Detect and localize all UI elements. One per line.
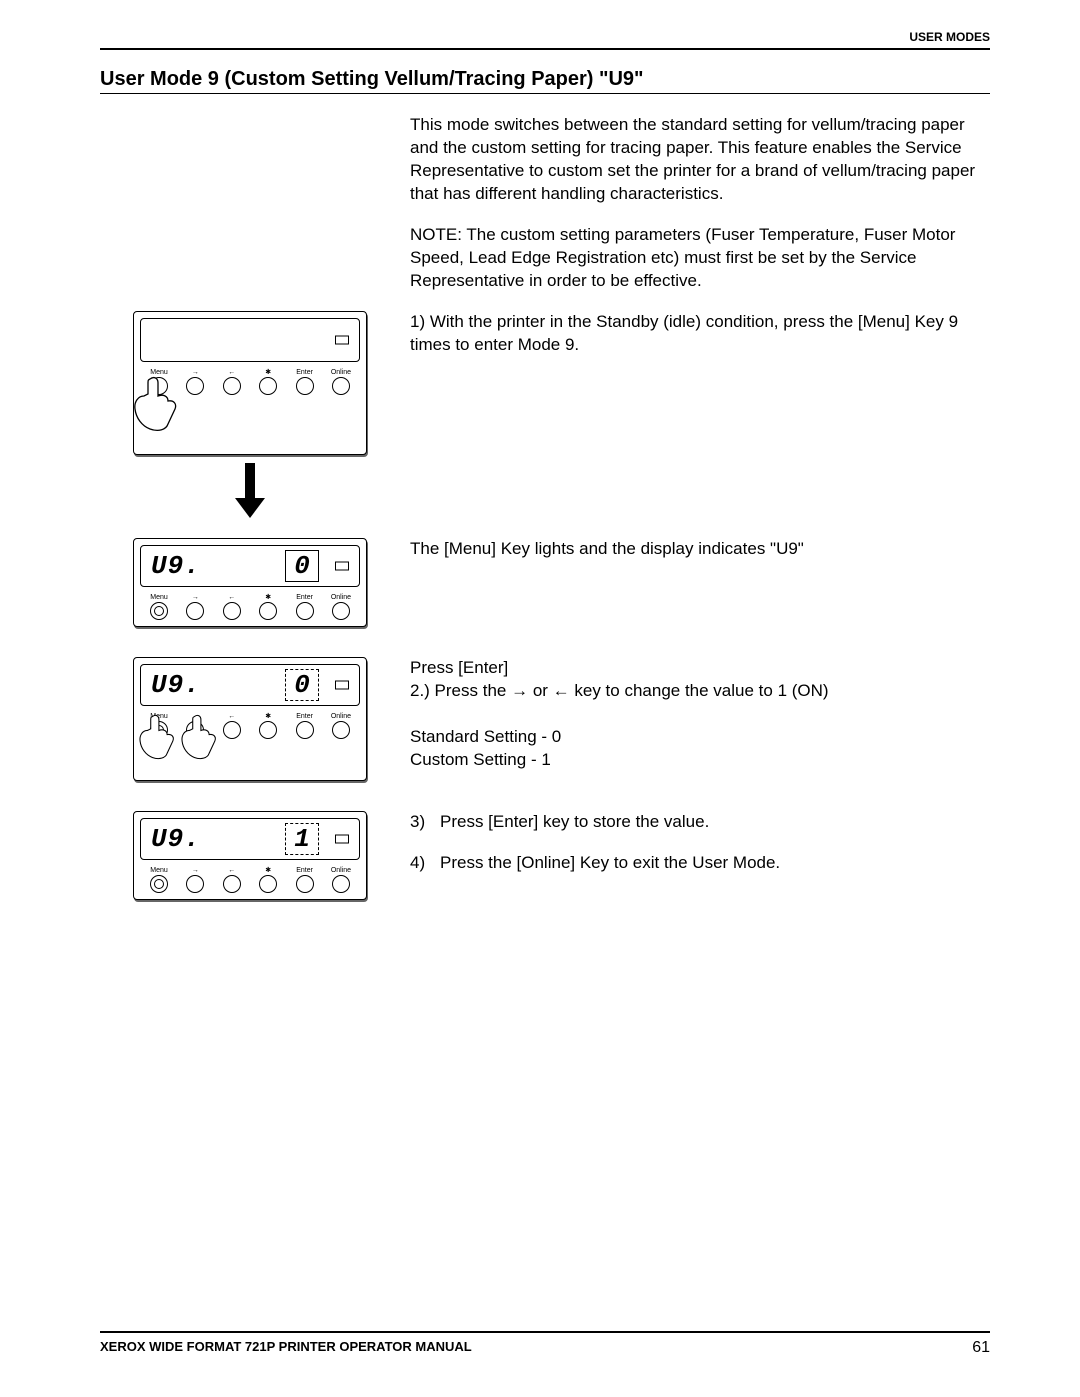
btn-right-label: → <box>192 593 199 602</box>
panel-figure-3: U9. 0 Menu → ← ✱ Enter Online <box>133 657 367 781</box>
step-3-line-d: Custom Setting - 1 <box>410 749 990 772</box>
btn-enter-label: Enter <box>296 593 313 602</box>
lcd-u9: U9. <box>141 551 201 581</box>
btn-star <box>259 602 277 620</box>
down-arrow-icon <box>235 463 265 518</box>
step-1-row: Menu → ← ✱ Enter Online 1) With the prin… <box>100 311 990 518</box>
btn-enter <box>296 377 314 395</box>
btn-left-label: ← <box>228 368 235 377</box>
btn-enter-label: Enter <box>296 368 313 377</box>
lcd-value-0: 0 <box>285 550 319 582</box>
btn-online <box>332 721 350 739</box>
btn-enter-label: Enter <box>296 712 313 721</box>
step-4-number: 3) <box>410 811 440 834</box>
btn-star-label: ✱ <box>265 712 271 721</box>
btn-online-label: Online <box>331 712 351 721</box>
footer-title: XEROX WIDE FORMAT 721P PRINTER OPERATOR … <box>100 1339 472 1357</box>
btn-enter <box>296 875 314 893</box>
step-1-text: 1) With the printer in the Standby (idle… <box>400 311 990 357</box>
panel-figure-2: U9. 0 Menu → ← ✱ Enter Online <box>133 538 367 627</box>
btn-star <box>259 721 277 739</box>
step-5-text: Press the [Online] Key to exit the User … <box>440 852 780 875</box>
btn-menu-lit <box>150 875 168 893</box>
intro-paragraph-1: This mode switches between the standard … <box>410 114 990 206</box>
btn-left <box>223 875 241 893</box>
indicator-rect <box>335 680 349 689</box>
panel-buttons: Menu → ← ✱ Enter Online <box>140 862 360 893</box>
step-3-row: U9. 0 Menu → ← ✱ Enter Online <box>100 657 990 781</box>
btn-online-label: Online <box>331 368 351 377</box>
btn-menu-label: Menu <box>150 866 168 875</box>
btn-enter <box>296 721 314 739</box>
btn-right <box>186 875 204 893</box>
step-3-line-b: 2.) Press the → or ← key to change the v… <box>410 680 990 703</box>
page-footer: XEROX WIDE FORMAT 721P PRINTER OPERATOR … <box>100 1331 990 1357</box>
btn-star-label: ✱ <box>265 593 271 602</box>
hand-icon-left <box>136 712 181 762</box>
step-3-line-a: Press [Enter] <box>410 657 990 680</box>
btn-online-label: Online <box>331 593 351 602</box>
btn-online <box>332 377 350 395</box>
btn-left <box>223 377 241 395</box>
btn-menu-label: Menu <box>150 593 168 602</box>
lcd-value-0-dashed: 0 <box>285 669 319 701</box>
section-title: User Mode 9 (Custom Setting Vellum/Traci… <box>100 68 990 94</box>
hand-icon <box>130 374 185 434</box>
panel-figure-4: U9. 1 Menu → ← ✱ Enter Online <box>133 811 367 900</box>
btn-right-label: → <box>192 368 199 377</box>
btn-star-label: ✱ <box>265 368 271 377</box>
lcd-u9: U9. <box>141 670 201 700</box>
btn-menu-lit <box>150 602 168 620</box>
step-2-row: U9. 0 Menu → ← ✱ Enter Online The [Menu]… <box>100 538 990 627</box>
hand-icon-right <box>178 712 223 762</box>
top-rule <box>100 48 990 50</box>
step-5-number: 4) <box>410 852 440 875</box>
btn-star-label: ✱ <box>265 866 271 875</box>
btn-enter <box>296 602 314 620</box>
btn-right-label: → <box>192 866 199 875</box>
lcd-value-1-dashed: 1 <box>285 823 319 855</box>
btn-enter-label: Enter <box>296 866 313 875</box>
step-3-line-c: Standard Setting - 0 <box>410 726 990 749</box>
btn-left-label: ← <box>228 593 235 602</box>
btn-left <box>223 602 241 620</box>
indicator-rect <box>335 335 349 344</box>
step-4-text: Press [Enter] key to store the value. <box>440 811 709 834</box>
btn-star <box>259 875 277 893</box>
indicator-rect <box>335 561 349 570</box>
panel-figure-1: Menu → ← ✱ Enter Online <box>133 311 367 455</box>
btn-right <box>186 602 204 620</box>
btn-left <box>223 721 241 739</box>
btn-left-label: ← <box>228 866 235 875</box>
btn-right <box>186 377 204 395</box>
btn-online <box>332 602 350 620</box>
panel-buttons: Menu → ← ✱ Enter Online <box>140 589 360 620</box>
step-4-row: U9. 1 Menu → ← ✱ Enter Online 3) Press [… <box>100 811 990 900</box>
header-label: USER MODES <box>100 30 990 44</box>
btn-left-label: ← <box>228 712 235 721</box>
page-number: 61 <box>972 1339 990 1357</box>
indicator-rect <box>335 834 349 843</box>
btn-star <box>259 377 277 395</box>
btn-online <box>332 875 350 893</box>
intro-paragraph-2: NOTE: The custom setting parameters (Fus… <box>410 224 990 293</box>
lcd-u9: U9. <box>141 824 201 854</box>
btn-online-label: Online <box>331 866 351 875</box>
step-2-text: The [Menu] Key lights and the display in… <box>400 538 990 561</box>
